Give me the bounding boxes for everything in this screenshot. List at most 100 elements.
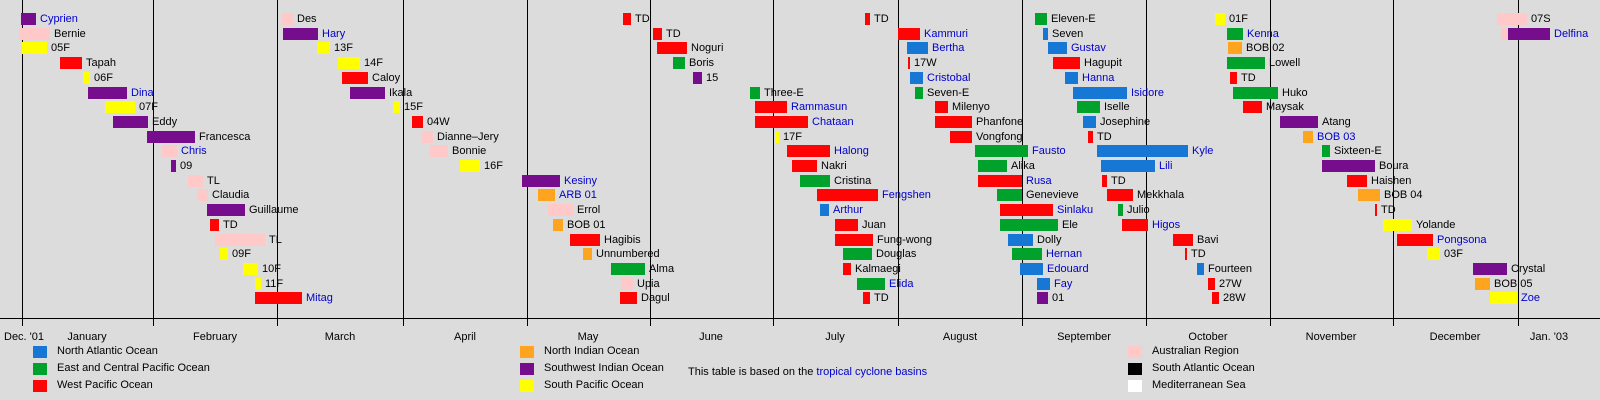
storm-bar <box>1088 131 1093 143</box>
month-label: June <box>699 331 723 343</box>
storm-bar <box>623 13 631 25</box>
storm-bar <box>693 72 702 84</box>
storm-label-link[interactable]: Kesiny <box>564 175 598 187</box>
legend-label: West Pacific Ocean <box>57 379 153 391</box>
storm-bar <box>1037 292 1048 304</box>
axis-tick <box>773 318 774 326</box>
storm-label-link[interactable]: Fengshen <box>882 189 931 201</box>
storm-bar <box>207 204 245 216</box>
storm-label-link[interactable]: Dina <box>131 87 154 99</box>
axis-tick <box>1270 0 1271 8</box>
storm-label-link[interactable]: BOB 03 <box>1317 131 1356 143</box>
storm-bar <box>162 145 177 157</box>
storm-bar <box>243 263 258 275</box>
axis-tick <box>1518 0 1519 8</box>
storm-label: Atang <box>1322 116 1351 128</box>
storm-label-link[interactable]: Hary <box>322 28 346 40</box>
storm-bar <box>105 101 135 113</box>
storm-label-link[interactable]: Hernan <box>1046 248 1083 260</box>
storm-bar <box>1212 292 1219 304</box>
storm-label-link[interactable]: Cyprien <box>40 13 78 25</box>
storm-bar <box>1501 28 1511 40</box>
storm-label-link[interactable]: Zoe <box>1521 292 1540 304</box>
storm-label-link[interactable]: Halong <box>834 145 869 157</box>
storm-label: Juan <box>862 219 886 231</box>
storm-label: Haishen <box>1371 175 1412 187</box>
storm-label-link[interactable]: Cristobal <box>927 72 971 84</box>
storm-label-link[interactable]: Isidore <box>1131 87 1165 99</box>
storm-label-link[interactable]: Delfina <box>1554 28 1589 40</box>
storm-label-link[interactable]: Hanna <box>1082 72 1115 84</box>
storm-bar <box>1280 116 1318 128</box>
storm-label-link[interactable]: ARB 01 <box>559 189 597 201</box>
storm-label-link[interactable]: Higos <box>1152 219 1181 231</box>
storm-label-link[interactable]: Rammasun <box>791 101 848 113</box>
storm-bar <box>908 57 910 69</box>
gridline <box>527 8 528 318</box>
storm-label: Alika <box>1011 160 1035 172</box>
legend-swatch-spa <box>520 380 534 392</box>
storm-label: 13F <box>334 42 353 54</box>
storm-label-link[interactable]: Edouard <box>1047 263 1089 275</box>
storm-label: 15F <box>404 101 423 113</box>
storm-label-link[interactable]: Fausto <box>1032 145 1066 157</box>
storm-label-link[interactable]: Lili <box>1159 160 1173 172</box>
tropical-cyclone-basins-link[interactable]: tropical cyclone basins <box>816 366 928 378</box>
storm-label-link[interactable]: Kyle <box>1192 145 1214 157</box>
storm-bar <box>1118 204 1123 216</box>
storm-bar <box>60 57 82 69</box>
storm-bar <box>553 219 563 231</box>
gridline <box>153 8 154 318</box>
storm-bar <box>910 72 923 84</box>
month-label: July <box>825 331 845 343</box>
storm-label-link[interactable]: Mitag <box>306 292 333 304</box>
storm-label: TD <box>874 292 889 304</box>
storm-label-link[interactable]: Sinlaku <box>1057 204 1094 216</box>
storm-label: BOB 01 <box>567 219 606 231</box>
axis-tick <box>1146 0 1147 8</box>
storm-label: 09 <box>180 160 193 172</box>
axis-tick <box>527 0 528 8</box>
storm-bar <box>843 263 851 275</box>
storm-bar <box>1065 72 1078 84</box>
month-label: Jan. '03 <box>1529 331 1569 343</box>
storm-label-link[interactable]: Pongsona <box>1437 234 1487 246</box>
storm-label: Hagibis <box>604 234 641 246</box>
storm-bar <box>393 101 400 113</box>
storm-label-link[interactable]: Bertha <box>932 42 965 54</box>
basis-note: This table is based on the tropical cycl… <box>688 366 927 379</box>
storm-label-link[interactable]: Fay <box>1054 278 1073 290</box>
storm-label: Unnumbered <box>596 248 660 260</box>
storm-label-link[interactable]: Kammuri <box>924 28 969 40</box>
axis-tick <box>153 0 154 8</box>
storm-bar <box>1322 160 1375 172</box>
storm-label-link[interactable]: Rusa <box>1026 175 1052 187</box>
storm-bar <box>975 145 1028 157</box>
storm-bar <box>935 116 972 128</box>
storm-bar <box>1020 263 1043 275</box>
storm-label-link[interactable]: Gustav <box>1071 42 1106 54</box>
storm-bar <box>915 87 923 99</box>
storm-bar <box>197 189 208 201</box>
storm-label-link[interactable]: Chataan <box>812 116 854 128</box>
storm-bar <box>1347 175 1367 187</box>
storm-bar <box>1012 248 1042 260</box>
storm-label-link[interactable]: Elida <box>889 278 914 290</box>
storm-label: Bavi <box>1197 234 1219 246</box>
storm-bar <box>611 263 645 275</box>
legend-swatch-aus <box>1128 346 1142 358</box>
storm-label-link[interactable]: Arthur <box>833 204 863 216</box>
storm-bar <box>1228 42 1242 54</box>
axis-tick <box>22 0 23 8</box>
storm-bar <box>865 13 870 25</box>
storm-bar <box>1083 116 1096 128</box>
storm-label-link[interactable]: Kenna <box>1247 28 1279 40</box>
storm-label: Julio <box>1127 204 1150 216</box>
storm-bar <box>1358 189 1380 201</box>
storm-label-link[interactable]: Chris <box>181 145 207 157</box>
axis-tick <box>403 0 404 8</box>
legend-swatch-nio <box>520 346 534 358</box>
storm-bar <box>282 13 293 25</box>
storm-bar <box>800 175 830 187</box>
